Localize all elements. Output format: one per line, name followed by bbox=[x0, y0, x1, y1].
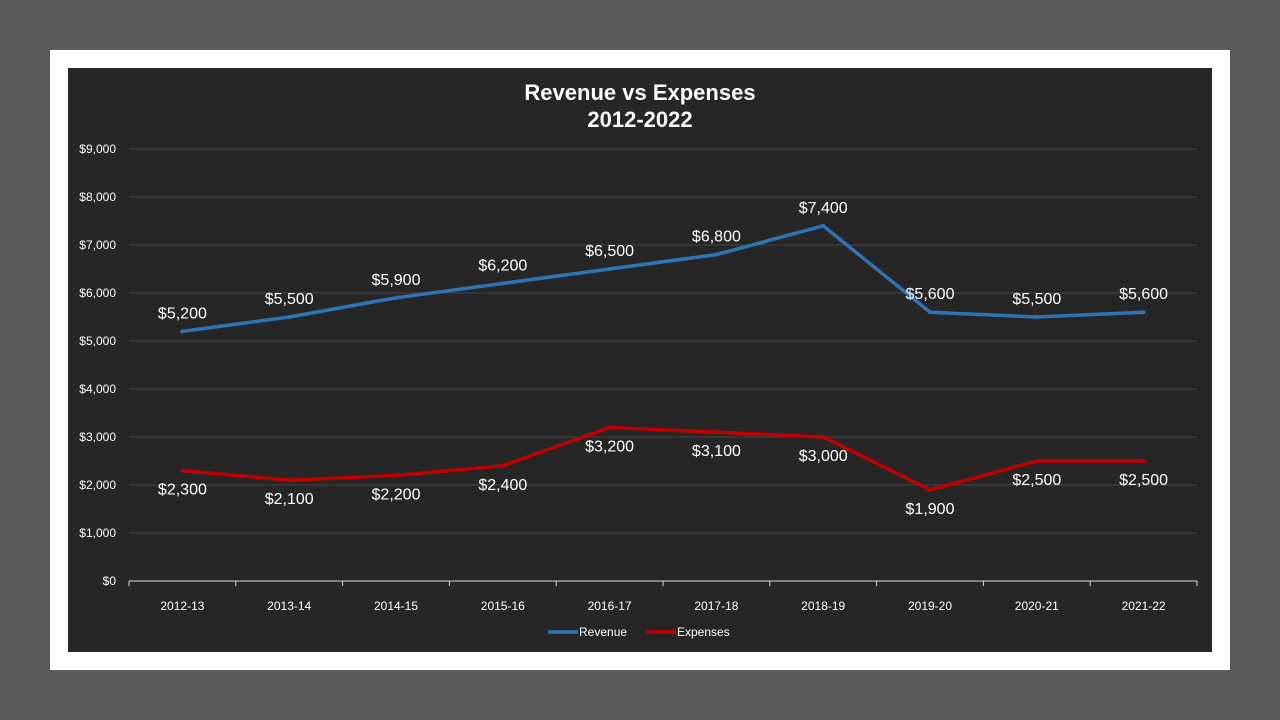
data-point-expenses bbox=[1141, 459, 1146, 463]
data-point-revenue bbox=[714, 252, 719, 257]
data-point-revenue bbox=[1141, 310, 1146, 315]
series bbox=[180, 223, 1146, 492]
data-label-expenses: $2,500 bbox=[1119, 472, 1168, 489]
chart-title: Revenue vs Expenses 2012-2022 bbox=[524, 80, 755, 132]
data-label-expenses: $2,100 bbox=[265, 491, 314, 508]
data-point-expenses bbox=[1034, 459, 1039, 463]
chart-title-line-1: Revenue vs Expenses bbox=[524, 80, 755, 105]
y-tick-label: $0 bbox=[103, 574, 117, 588]
chart-title-line-2: 2012-2022 bbox=[587, 107, 692, 132]
data-label-revenue: $5,500 bbox=[1012, 291, 1061, 308]
x-axis: 2012-13 2013-14 2014-15 2015-16 2016-17 2017-… bbox=[128, 580, 1198, 613]
data-point-expenses bbox=[928, 487, 932, 492]
data-point-revenue bbox=[500, 281, 505, 286]
data-point-expenses bbox=[394, 473, 398, 478]
data-label-revenue: $5,600 bbox=[906, 286, 955, 303]
data-point-expenses bbox=[607, 425, 612, 430]
data-point-expenses bbox=[180, 468, 185, 473]
chart-area: Revenue vs Expenses 2012-2022 $0 $1,000 $2… bbox=[68, 68, 1212, 652]
y-tick-label: $5,000 bbox=[79, 334, 116, 348]
data-label-expenses: $1,900 bbox=[906, 501, 955, 518]
data-label-revenue: $5,900 bbox=[372, 272, 421, 289]
x-tick-label: 2013-14 bbox=[267, 599, 311, 613]
data-label-expenses: $2,300 bbox=[158, 482, 207, 499]
data-point-revenue bbox=[928, 310, 932, 315]
y-tick-label: $1,000 bbox=[79, 526, 116, 540]
data-label-expenses: $2,400 bbox=[478, 477, 527, 494]
data-point-expenses bbox=[714, 430, 719, 435]
data-point-revenue bbox=[607, 267, 612, 271]
y-tick-label: $6,000 bbox=[79, 286, 116, 300]
x-tick-label: 2016-17 bbox=[588, 599, 632, 613]
x-tick-label: 2015-16 bbox=[481, 599, 525, 613]
data-label-expenses: $3,100 bbox=[692, 443, 741, 460]
data-label-revenue: $5,200 bbox=[158, 305, 207, 322]
x-tick-label: 2018-19 bbox=[801, 599, 845, 613]
series-line-expenses bbox=[180, 425, 1146, 492]
x-tick-label: 2014-15 bbox=[374, 599, 418, 613]
x-tick-label: 2021-22 bbox=[1122, 599, 1166, 613]
legend-label-revenue: Revenue bbox=[579, 625, 627, 639]
legend: Revenue Expenses bbox=[548, 625, 730, 639]
y-tick-label: $9,000 bbox=[79, 142, 116, 156]
y-axis: $0 $1,000 $2,000 $3,000 $4,000 $5,000 $6,000 $7… bbox=[79, 142, 116, 588]
data-point-revenue bbox=[394, 295, 398, 300]
x-tick-label: 2012-13 bbox=[160, 599, 204, 613]
x-tick-label: 2020-21 bbox=[1015, 599, 1059, 613]
data-label-expenses: $3,200 bbox=[585, 438, 634, 455]
x-tick-label: 2017-18 bbox=[694, 599, 738, 613]
data-label-expenses: $2,500 bbox=[1012, 472, 1061, 489]
data-label-expenses: $2,200 bbox=[372, 486, 421, 503]
gridlines bbox=[129, 148, 1197, 534]
data-point-expenses bbox=[287, 478, 292, 483]
data-point-revenue bbox=[821, 223, 826, 228]
data-point-revenue bbox=[180, 329, 185, 334]
y-tick-label: $3,000 bbox=[79, 430, 116, 444]
x-tick-label: 2019-20 bbox=[908, 599, 952, 613]
data-label-revenue: $5,600 bbox=[1119, 286, 1168, 303]
data-label-revenue: $5,500 bbox=[265, 291, 314, 308]
data-point-revenue bbox=[1034, 315, 1039, 319]
y-tick-label: $7,000 bbox=[79, 238, 116, 252]
line-chart: Revenue vs Expenses 2012-2022 $0 $1,000 $2… bbox=[79, 80, 1198, 639]
data-point-expenses bbox=[821, 435, 826, 439]
data-label-expenses: $3,000 bbox=[799, 448, 848, 465]
data-point-revenue bbox=[287, 315, 292, 319]
y-tick-label: $2,000 bbox=[79, 478, 116, 492]
y-tick-label: $8,000 bbox=[79, 190, 116, 204]
y-tick-label: $4,000 bbox=[79, 382, 116, 396]
legend-label-expenses: Expenses bbox=[677, 625, 730, 639]
data-label-revenue: $6,200 bbox=[478, 257, 527, 274]
data-label-revenue: $7,400 bbox=[799, 200, 848, 217]
data-label-revenue: $6,500 bbox=[585, 243, 634, 260]
series-line-revenue bbox=[180, 224, 1146, 334]
data-point-expenses bbox=[500, 463, 505, 468]
data-labels: $5,200 $5,500 $5,900 $6,200 $6,500 $6,800 $7,4… bbox=[158, 200, 1168, 518]
data-label-revenue: $6,800 bbox=[692, 229, 741, 246]
